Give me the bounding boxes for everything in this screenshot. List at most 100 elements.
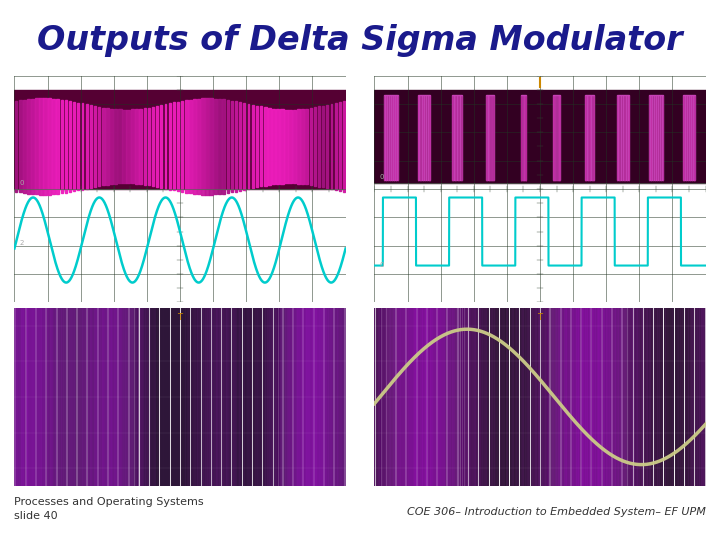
Bar	[52, 99, 55, 194]
Bar	[305, 109, 307, 185]
Bar	[143, 108, 146, 185]
Bar	[301, 109, 304, 184]
Bar	[135, 109, 138, 184]
Text: 0: 0	[379, 262, 384, 268]
Bar	[276, 109, 279, 184]
Bar	[227, 100, 229, 193]
Bar	[486, 96, 495, 180]
Bar	[189, 99, 192, 193]
Text: Processes and Operating Systems
slide 40: Processes and Operating Systems slide 40	[14, 497, 204, 521]
Bar	[288, 110, 292, 184]
Bar	[280, 109, 284, 184]
Bar	[94, 106, 96, 187]
Bar	[218, 99, 221, 194]
Bar	[343, 101, 346, 192]
Bar	[23, 100, 26, 193]
Bar	[239, 102, 241, 191]
Bar	[35, 98, 39, 194]
Bar	[39, 98, 42, 194]
Text: T: T	[178, 313, 182, 322]
Bar	[181, 101, 184, 192]
Bar	[118, 110, 122, 184]
Bar	[69, 101, 71, 192]
Bar	[335, 103, 337, 190]
Bar	[251, 105, 253, 188]
Bar	[197, 99, 200, 194]
Bar	[256, 106, 258, 187]
Bar	[60, 99, 63, 193]
Bar	[27, 99, 30, 194]
Bar	[173, 103, 175, 191]
Bar	[452, 96, 462, 180]
Bar	[78, 103, 79, 191]
Bar	[184, 100, 188, 193]
Bar	[73, 102, 75, 191]
Bar	[43, 98, 47, 194]
Bar	[585, 96, 594, 180]
Bar	[122, 110, 126, 184]
Bar	[19, 100, 22, 192]
Bar	[176, 102, 179, 191]
Bar	[193, 99, 197, 194]
Bar	[65, 100, 67, 193]
Bar	[161, 105, 162, 188]
Bar	[210, 98, 213, 194]
Bar	[323, 106, 324, 187]
Bar	[243, 103, 246, 190]
Bar	[56, 99, 59, 194]
Text: COE 306– Introduction to Embedded System– EF UPM: COE 306– Introduction to Embedded System…	[407, 507, 706, 517]
Bar	[86, 104, 88, 188]
Bar	[683, 96, 696, 180]
Bar	[264, 107, 266, 186]
Bar	[109, 109, 113, 184]
Bar	[271, 109, 275, 185]
Text: 2: 2	[19, 240, 24, 246]
Bar	[617, 96, 629, 180]
Bar	[284, 110, 288, 184]
Bar	[222, 99, 225, 194]
Bar	[131, 110, 134, 184]
Bar	[310, 108, 312, 185]
Text: 0: 0	[19, 180, 24, 186]
Bar	[553, 96, 560, 180]
Bar	[314, 107, 316, 186]
Bar	[90, 105, 92, 188]
Bar	[374, 90, 706, 184]
Bar	[31, 99, 35, 194]
Bar	[231, 100, 233, 192]
Bar	[102, 107, 104, 185]
Bar	[152, 107, 154, 186]
Bar	[260, 106, 262, 186]
Bar	[214, 98, 217, 194]
Text: 0: 0	[379, 174, 384, 180]
Bar	[330, 104, 333, 189]
Bar	[81, 103, 84, 190]
Bar	[235, 102, 237, 192]
Bar	[165, 104, 166, 188]
Bar	[326, 105, 328, 188]
Text: Outputs of Delta Sigma Modulator: Outputs of Delta Sigma Modulator	[37, 24, 683, 57]
Bar	[48, 98, 51, 194]
Bar	[384, 96, 398, 180]
Bar	[114, 109, 117, 184]
Bar	[127, 110, 130, 184]
Bar	[168, 103, 171, 190]
Bar	[521, 96, 526, 180]
Bar	[292, 110, 296, 184]
Bar	[338, 102, 341, 191]
Bar	[106, 108, 109, 185]
Bar	[156, 106, 158, 187]
Bar	[318, 106, 320, 186]
Bar	[649, 96, 663, 180]
Bar	[98, 107, 100, 186]
Bar	[148, 107, 150, 185]
Bar	[14, 90, 346, 189]
Bar	[268, 108, 271, 185]
Bar	[201, 98, 204, 194]
Bar	[248, 104, 249, 189]
Bar	[14, 101, 17, 192]
Bar	[139, 109, 142, 184]
Bar	[297, 109, 300, 184]
Text: T: T	[538, 313, 542, 322]
Bar	[205, 98, 209, 194]
